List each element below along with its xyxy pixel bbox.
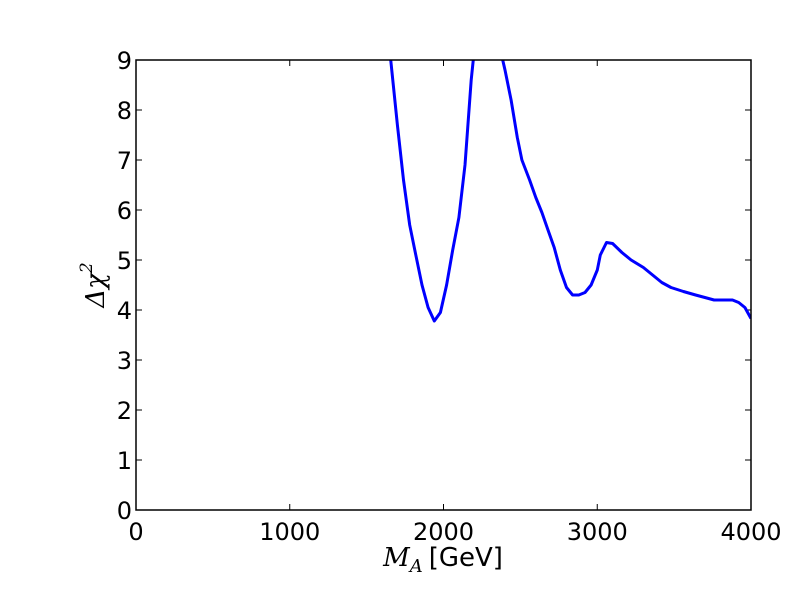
y-tick-label: 2 — [117, 397, 132, 425]
y-tick-label: 6 — [117, 197, 132, 225]
y-tick-label: 7 — [117, 147, 132, 175]
y-tick-label: 4 — [117, 297, 132, 325]
y-tick-label: 8 — [117, 97, 132, 125]
y-axis-superscript: 2 — [77, 262, 97, 274]
x-tick-label: 4000 — [720, 518, 781, 546]
y-tick-label: 3 — [117, 347, 132, 375]
x-axis-label: MA [GeV] — [382, 543, 503, 577]
x-tick-label: 0 — [128, 518, 143, 546]
plot-frame — [135, 59, 752, 511]
x-tick-label: 2000 — [413, 518, 474, 546]
y-tick-label: 9 — [117, 47, 132, 75]
x-axis-subscript: A — [408, 556, 423, 577]
y-axis-symbol: Δχ — [81, 271, 111, 309]
y-tick-label: 0 — [117, 497, 132, 525]
plot-area — [136, 60, 751, 510]
y-tick-label: 1 — [117, 447, 132, 475]
y-axis-label: Δχ2 — [77, 262, 111, 308]
x-tick-label: 1000 — [259, 518, 320, 546]
tick-labels: 0 1000 2000 3000 4000 0 1 2 3 4 5 6 7 8 9 — [117, 47, 782, 546]
series-line — [389, 60, 751, 323]
x-tick-label: 3000 — [567, 518, 628, 546]
x-axis-unit: [GeV] — [429, 543, 503, 573]
y-tick-label: 5 — [117, 247, 132, 275]
x-axis-symbol: M — [382, 543, 411, 573]
